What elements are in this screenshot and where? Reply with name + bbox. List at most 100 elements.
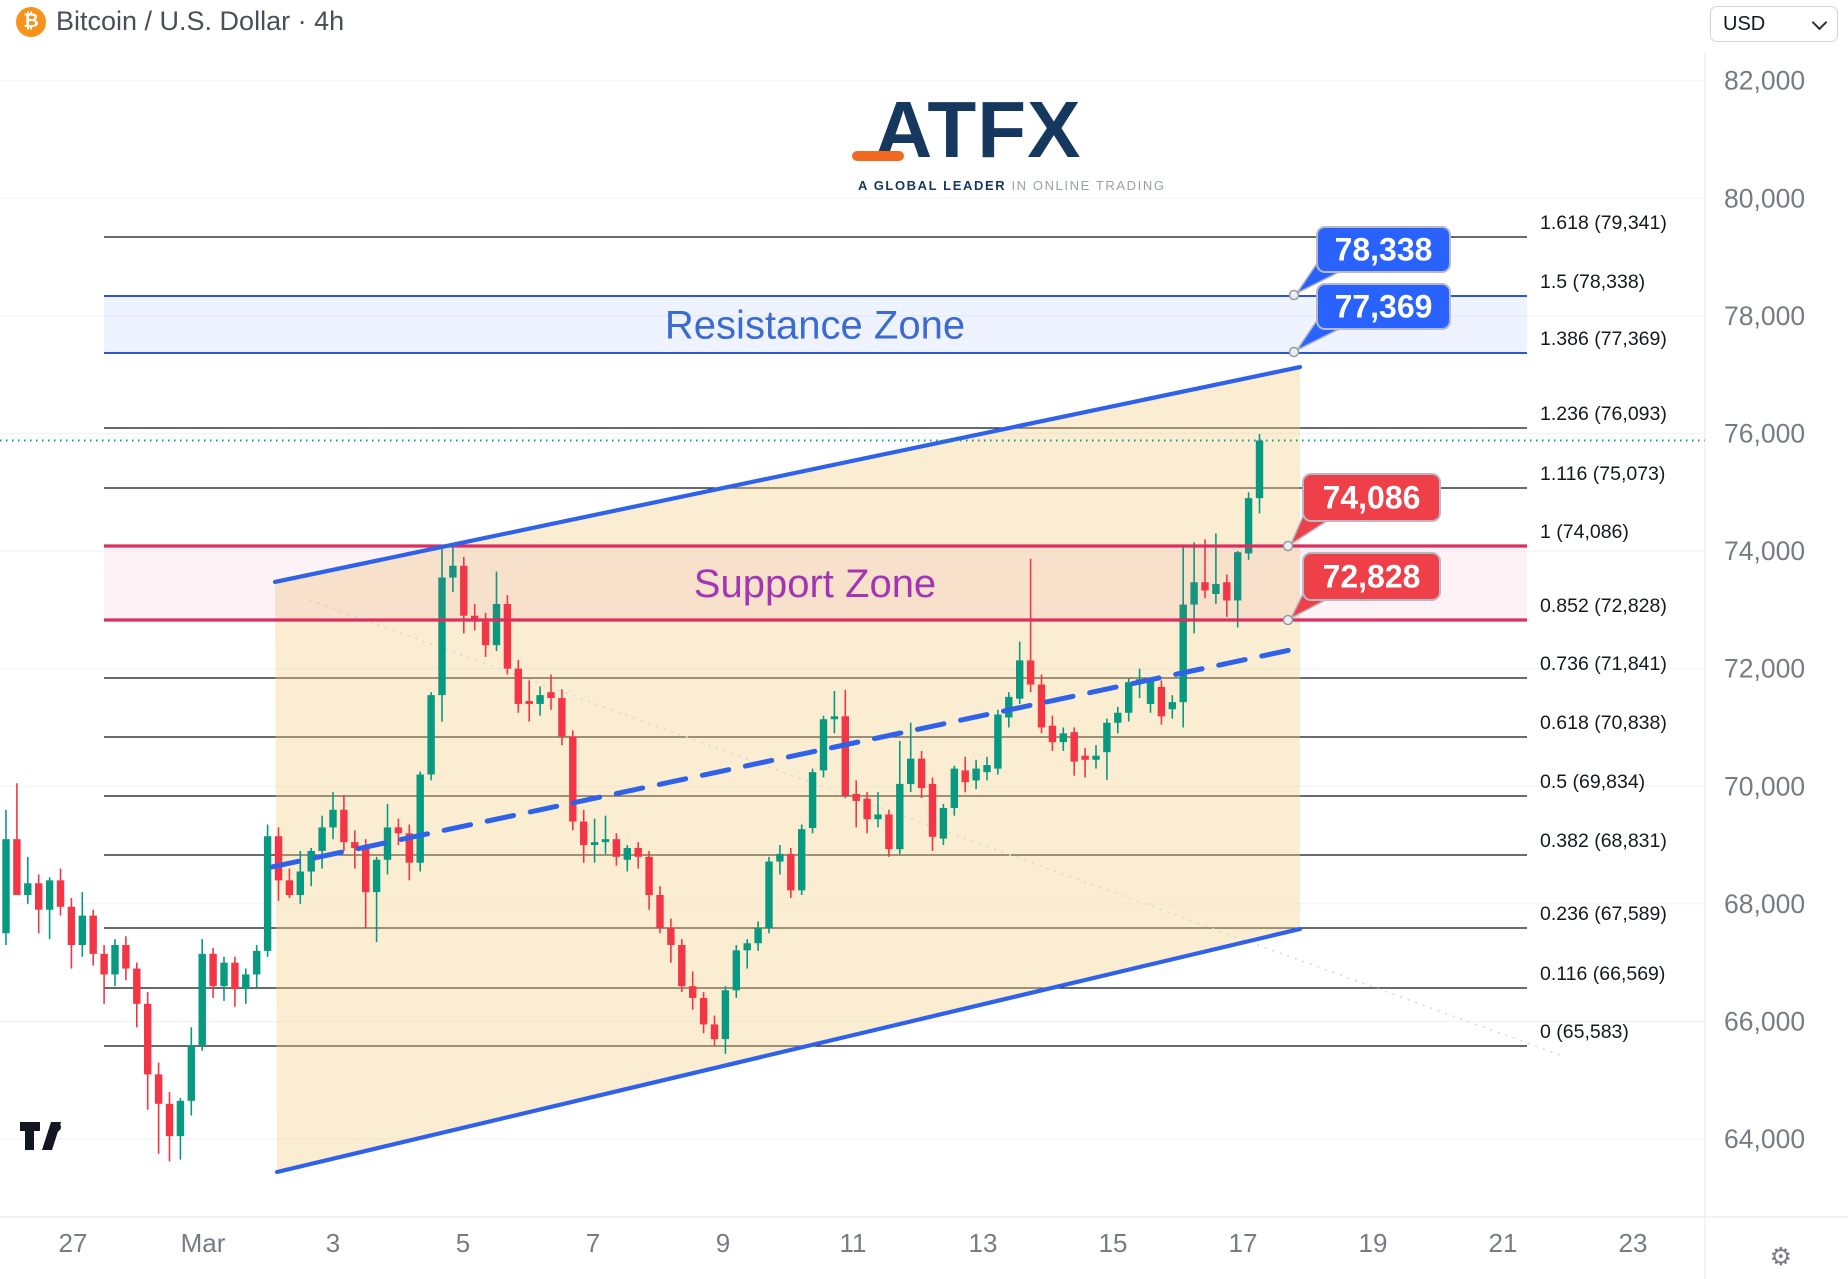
candle-body — [329, 809, 337, 828]
currency-selector[interactable]: USD — [1710, 6, 1838, 42]
zone-rect-resistance[interactable] — [104, 295, 1527, 353]
channel-fill — [275, 367, 1300, 1172]
candle — [634, 842, 642, 869]
candle — [907, 722, 915, 793]
candle-body — [689, 986, 697, 998]
candle — [525, 680, 533, 722]
candle — [416, 771, 424, 872]
candle-body — [78, 915, 86, 946]
zone-rect-support[interactable] — [104, 546, 1527, 620]
candle-body — [721, 990, 730, 1040]
fib-label: 0.5 (69,834) — [1540, 771, 1645, 793]
chevron-down-icon — [1811, 14, 1828, 30]
channel-lower-line[interactable] — [274, 926, 1303, 1175]
candle-body — [972, 768, 980, 781]
candle — [351, 830, 359, 869]
candle-body — [242, 974, 250, 990]
candle — [656, 886, 664, 934]
candle-body — [765, 861, 773, 928]
candle-body — [1103, 722, 1111, 753]
candle-body — [656, 895, 664, 928]
candle-body — [710, 1024, 719, 1040]
candle-body — [525, 700, 533, 704]
candle-body — [645, 856, 653, 896]
candle-body — [340, 809, 348, 843]
candle-body — [176, 1100, 185, 1137]
candle-body — [122, 945, 130, 969]
candle-body — [1005, 696, 1013, 718]
candle — [307, 847, 315, 887]
candle-body — [612, 839, 621, 857]
fib-label: 1.386 (77,369) — [1540, 328, 1667, 350]
callout-box[interactable] — [1316, 283, 1451, 330]
candle-body — [808, 772, 817, 829]
candle-body — [89, 915, 97, 954]
price-axis[interactable]: 82,000 80,000 78,000 76,000 74,000 72,000 70,0… — [1724, 66, 1805, 1154]
candle-body — [1157, 686, 1166, 717]
time-axis-label: 19 — [1359, 1228, 1388, 1258]
candle — [340, 795, 348, 851]
candle-body — [383, 827, 392, 860]
anchor-dot — [1282, 540, 1294, 552]
candle — [885, 809, 893, 857]
candle-body — [1223, 582, 1231, 601]
currency-value: USD — [1723, 12, 1766, 35]
candle — [427, 692, 435, 781]
candle — [601, 815, 610, 854]
time-axis[interactable]: 27 Mar 3 5 7 9 11 13 15 17 19 21 23 — [59, 1228, 1648, 1258]
price-axis-label: 74,000 — [1724, 536, 1805, 566]
fib-label: 1.116 (75,073) — [1540, 463, 1665, 485]
candle-body — [928, 783, 937, 837]
symbol-header[interactable]: ₿ Bitcoin / U.S. Dollar · 4h — [16, 6, 344, 37]
candle — [111, 939, 119, 987]
candle-body — [601, 839, 610, 843]
candle — [1179, 545, 1187, 728]
candle — [896, 740, 904, 854]
candle-body — [253, 950, 261, 975]
candle-body — [907, 758, 915, 784]
candle — [1037, 674, 1046, 734]
atfx-brand-text: ATFX — [852, 88, 1098, 172]
time-axis-label: 7 — [586, 1228, 600, 1258]
time-axis-label: Mar — [181, 1228, 226, 1258]
candle-body — [35, 883, 43, 910]
candle-body — [1070, 732, 1078, 762]
candle — [242, 968, 250, 1004]
candle — [263, 824, 272, 957]
zone-title-resistance: Resistance Zone — [665, 303, 965, 347]
candle-body — [819, 719, 828, 771]
callout-box[interactable] — [1302, 552, 1441, 601]
candle — [2, 809, 10, 946]
candle-body — [699, 997, 708, 1025]
candle-body — [874, 814, 882, 820]
candle-body — [13, 839, 21, 896]
candle-body — [590, 842, 599, 846]
tradingview-logo[interactable] — [18, 1118, 68, 1154]
candle-body — [438, 577, 446, 696]
candle-body — [514, 668, 522, 704]
candle — [362, 839, 370, 928]
anchor-dot — [1282, 614, 1294, 626]
candle — [1146, 677, 1155, 713]
candle — [405, 824, 413, 881]
callout-price-label: 74,086 — [1323, 480, 1421, 516]
fib-label: 0.618 (70,838) — [1540, 712, 1667, 734]
candle — [917, 750, 926, 799]
callout-box[interactable] — [1302, 473, 1441, 522]
candle-body — [547, 692, 555, 699]
settings-gear-icon[interactable]: ⚙ — [1769, 1242, 1792, 1271]
candle — [699, 992, 708, 1034]
candle-body — [209, 953, 217, 987]
channel-upper-line[interactable] — [272, 364, 1303, 585]
price-axis-label: 64,000 — [1724, 1124, 1805, 1154]
candle — [732, 945, 740, 998]
candle — [144, 992, 152, 1110]
candle — [765, 856, 773, 934]
candle-body — [1125, 682, 1133, 713]
candle — [165, 1092, 174, 1162]
candle-body — [896, 783, 904, 850]
callout-box[interactable] — [1316, 226, 1451, 273]
candle — [492, 571, 501, 652]
candle — [209, 947, 217, 998]
